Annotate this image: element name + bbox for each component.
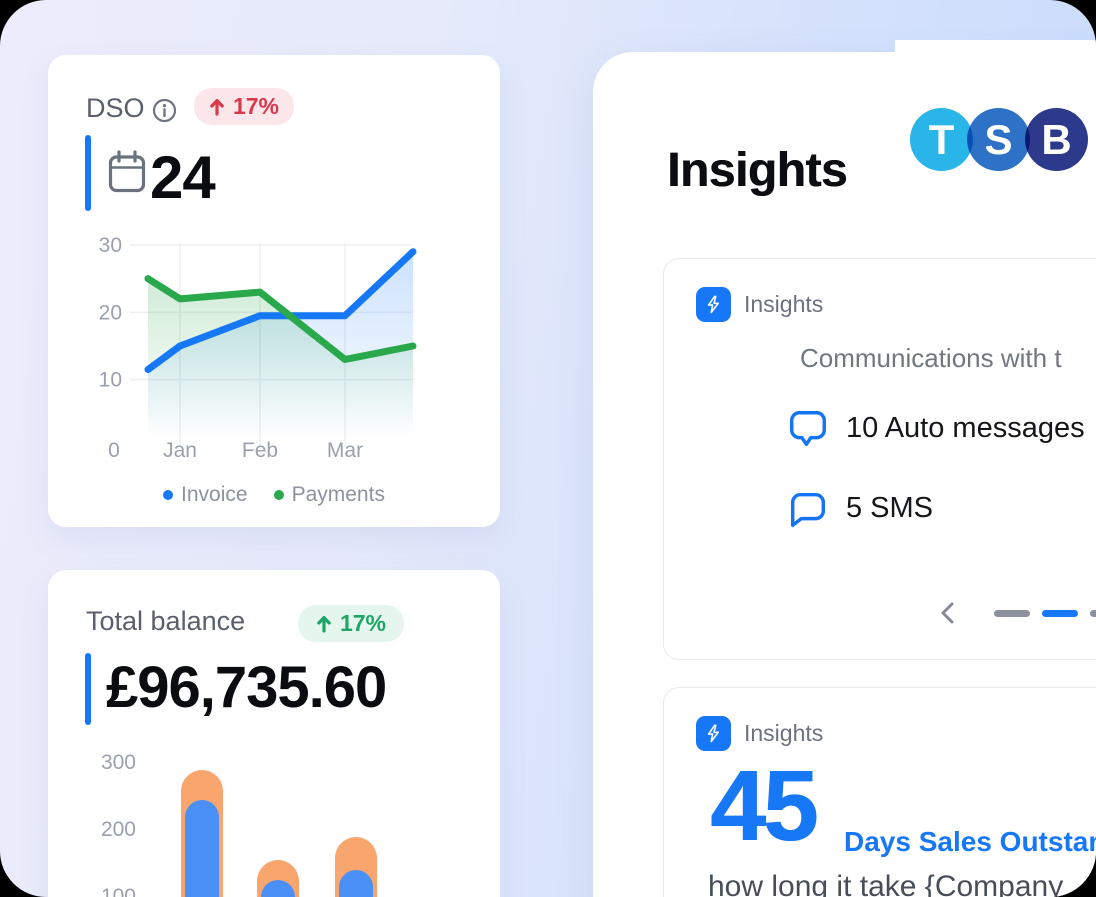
- insight-card-communications: Insights Communications with t 10 Auto m…: [663, 258, 1096, 660]
- sms-item: 5 SMS: [846, 492, 934, 524]
- calendar-icon: [108, 150, 146, 193]
- insights-badge-label: Insights: [744, 291, 824, 317]
- accent-bar: [85, 653, 91, 725]
- svg-text:10: 10: [99, 369, 122, 392]
- total-balance-card: 300 200 100 Total balance 17% £96,735.60: [48, 570, 500, 897]
- bar-front: [185, 799, 219, 897]
- dso-line-chart: 30 20 10 0 Jan Feb Mar: [99, 234, 417, 462]
- carousel-prev-button[interactable]: [936, 599, 962, 627]
- bar-front: [261, 880, 295, 897]
- legend-item-invoice: Invoice: [163, 483, 248, 507]
- page-title: Insights: [667, 144, 848, 197]
- dso-card: DSO 17% 24 30 20 10 0 Jan Feb Mar Invoice: [48, 55, 500, 527]
- chart-legend: Invoice Payments: [48, 483, 500, 507]
- insights-badge: [696, 287, 731, 322]
- tsb-logo: T S B: [910, 108, 1090, 171]
- tsb-letter: S: [984, 115, 1013, 163]
- carousel-dash[interactable]: [1090, 610, 1096, 617]
- dso-change-value: 17%: [232, 93, 280, 119]
- svg-text:20: 20: [99, 301, 122, 324]
- chevron-left-icon: [941, 602, 954, 624]
- svg-text:30: 30: [99, 234, 122, 257]
- chat-bubble-tail-icon: [790, 492, 826, 528]
- dso-change-badge: 17%: [194, 88, 294, 125]
- accent-bar: [85, 135, 91, 211]
- balance-title: Total balance: [86, 606, 246, 636]
- bar-ytick: 200: [100, 818, 136, 841]
- info-icon[interactable]: [151, 97, 178, 124]
- legend-dot-invoice: [163, 490, 174, 500]
- insights-badge: [696, 716, 731, 751]
- legend-label-invoice: Invoice: [181, 483, 248, 506]
- dso-title: DSO: [86, 93, 145, 123]
- balance-bar-chart: 300 200 100: [48, 570, 500, 897]
- balance-value: £96,735.60: [106, 655, 387, 720]
- tsb-letter: T: [928, 115, 955, 163]
- dso-value: 24: [150, 144, 216, 211]
- insights-panel: Insights Insights Communications with t …: [593, 52, 1096, 897]
- svg-text:0: 0: [108, 439, 120, 462]
- bar-ytick: 100: [100, 885, 136, 897]
- svg-text:Jan: Jan: [163, 439, 197, 462]
- legend-dot-payments: [273, 490, 284, 500]
- communications-heading: Communications with t: [800, 343, 1062, 373]
- insight-card-dso: Insights 45 Days Sales Outstan how long …: [663, 687, 1096, 897]
- dso-description: how long it take {Company: [708, 870, 1064, 897]
- tsb-letter: B: [1041, 115, 1072, 163]
- tsb-circle-t: T: [910, 108, 973, 171]
- carousel-dash[interactable]: [994, 610, 1030, 617]
- dso-stat-value: 45: [710, 750, 818, 862]
- lightning-icon: [707, 724, 720, 743]
- tsb-circle-b: B: [1025, 108, 1088, 171]
- svg-text:Mar: Mar: [327, 439, 363, 462]
- arrow-up-icon: [317, 616, 331, 633]
- balance-change-value: 17%: [339, 610, 387, 636]
- chat-bubble-icon: [790, 411, 826, 447]
- bar-ytick: 300: [100, 751, 136, 774]
- carousel-dash[interactable]: [1042, 610, 1078, 617]
- bar-front: [339, 870, 373, 897]
- balance-change-badge: 17%: [298, 605, 404, 642]
- dso-stat-label: Days Sales Outstan: [844, 826, 1096, 857]
- legend-item-payments: Payments: [273, 483, 385, 507]
- arrow-up-icon: [210, 99, 224, 116]
- svg-text:Feb: Feb: [242, 439, 278, 462]
- insights-badge-label: Insights: [744, 720, 824, 746]
- legend-label-payments: Payments: [291, 483, 385, 506]
- auto-messages-item: 10 Auto messages: [846, 412, 1085, 444]
- lightning-icon: [707, 295, 720, 314]
- tsb-circle-s: S: [967, 108, 1030, 171]
